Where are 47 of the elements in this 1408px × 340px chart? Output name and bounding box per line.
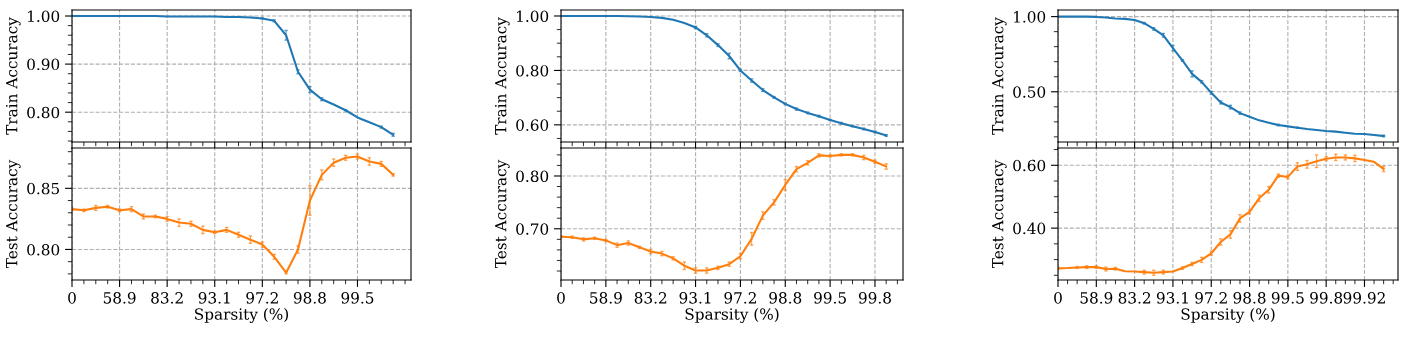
y-tick-label: 1.00 xyxy=(1014,11,1046,23)
x-tick-label: 98.8 xyxy=(1233,292,1266,304)
x-tick-label: 97.2 xyxy=(1195,292,1227,304)
x-tick-label: 99.5 xyxy=(341,292,374,304)
x-tick-label: 98.8 xyxy=(769,292,802,304)
x-tick-label: 99.5 xyxy=(1271,292,1304,304)
x-axis-title: Sparsity (%) xyxy=(685,307,779,323)
x-tick-label: 58.9 xyxy=(1080,292,1113,304)
x-tick-label: 97.2 xyxy=(246,292,278,304)
x-tick-label: 0 xyxy=(68,292,76,304)
x-tick-label: 98.8 xyxy=(293,292,326,304)
y-axis-title: Train Accuracy xyxy=(5,17,21,135)
x-tick-label: 93.1 xyxy=(1156,292,1188,304)
y-axis-title: Test Accuracy xyxy=(6,159,21,269)
x-tick-label: 99.92 xyxy=(1343,292,1385,304)
x-tick-label: 83.2 xyxy=(634,292,667,304)
x-tick-label: 99.8 xyxy=(1310,292,1343,304)
x-axis-title: Sparsity (%) xyxy=(1181,307,1275,323)
x-tick-label: 93.1 xyxy=(679,292,711,304)
y-tick-label: 0.80 xyxy=(516,64,549,77)
x-tick-label: 83.2 xyxy=(1118,292,1151,304)
y-tick-label: 0.85 xyxy=(27,182,60,195)
y-axis-title: Test Accuracy xyxy=(992,159,1007,269)
y-tick-label: 1.00 xyxy=(28,10,60,23)
y-tick-label: 0.50 xyxy=(1013,86,1046,98)
y-tick-label: 0.80 xyxy=(516,170,549,183)
x-axis-title: Sparsity (%) xyxy=(195,307,289,323)
x-tick-label: 58.9 xyxy=(590,292,622,304)
y-axis-title: Test Accuracy xyxy=(495,159,510,269)
y-tick-label: 0.80 xyxy=(27,106,60,119)
y-tick-label: 0.80 xyxy=(27,243,60,256)
y-tick-label: 0.90 xyxy=(27,58,60,71)
x-tick-label: 58.9 xyxy=(103,292,136,304)
y-tick-label: 0.40 xyxy=(1013,222,1046,235)
x-tick-label: 0 xyxy=(557,292,565,304)
y-tick-label: 0.60 xyxy=(1013,159,1046,172)
x-tick-label: 83.2 xyxy=(151,292,183,304)
y-axis-title: Train Accuracy xyxy=(991,17,1007,135)
x-tick-label: 93.1 xyxy=(198,292,230,304)
x-tick-label: 0 xyxy=(1054,292,1062,304)
y-tick-label: 0.60 xyxy=(516,119,549,131)
y-axis-title: Train Accuracy xyxy=(494,17,510,135)
x-tick-label: 99.5 xyxy=(814,292,846,304)
y-tick-label: 1.00 xyxy=(517,10,549,23)
x-tick-label: 99.8 xyxy=(858,292,891,304)
y-tick-label: 0.70 xyxy=(516,223,549,235)
x-tick-label: 97.2 xyxy=(724,292,756,304)
